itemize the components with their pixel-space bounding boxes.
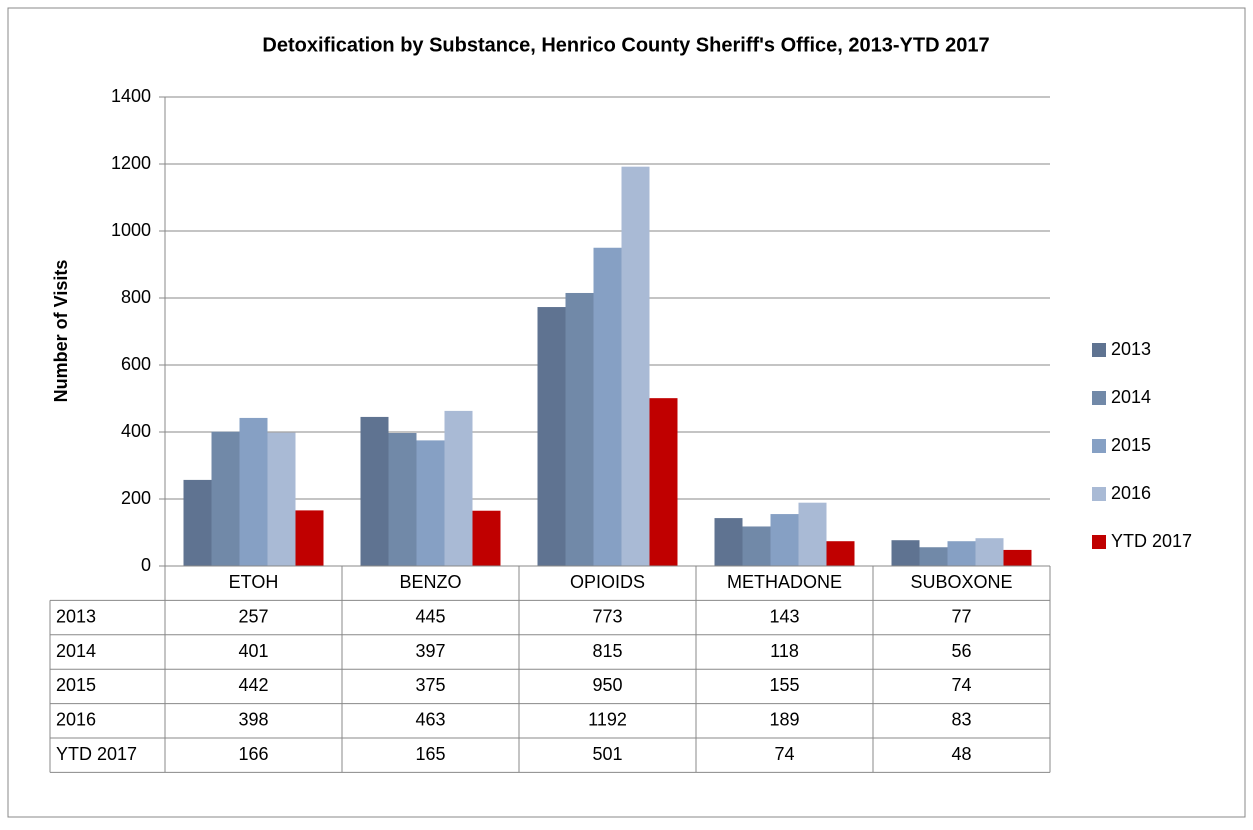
y-tick-label: 1000	[111, 220, 151, 240]
bar	[714, 518, 743, 566]
table-cell: 77	[951, 606, 971, 626]
legend-swatch	[1092, 343, 1106, 357]
table-cell: 398	[238, 710, 268, 730]
bar	[472, 510, 501, 566]
table-cell: 189	[769, 710, 799, 730]
table-cell: 501	[592, 744, 622, 764]
table-cell: 74	[774, 744, 794, 764]
bar	[183, 479, 212, 566]
bar	[211, 431, 240, 566]
bar	[826, 541, 855, 566]
legend-swatch	[1092, 535, 1106, 549]
y-tick-label: 200	[121, 488, 151, 508]
table-row-label: 2016	[56, 710, 96, 730]
y-tick-label: 600	[121, 354, 151, 374]
x-tick-label: OPIOIDS	[570, 572, 645, 592]
bar	[267, 432, 296, 566]
table-cell: 375	[415, 675, 445, 695]
bar	[798, 502, 827, 566]
table-row-label: 2014	[56, 641, 96, 661]
bar	[239, 417, 268, 566]
bar	[975, 538, 1004, 566]
table-cell: 1192	[588, 710, 627, 730]
x-tick-label: ETOH	[229, 572, 279, 592]
bar	[537, 307, 566, 566]
legend-label: YTD 2017	[1111, 531, 1192, 551]
table-row-label: 2013	[56, 606, 96, 626]
table-cell: 83	[951, 710, 971, 730]
x-tick-label: SUBOXONE	[910, 572, 1012, 592]
table-cell: 48	[951, 744, 971, 764]
bar	[742, 526, 771, 566]
bar	[360, 416, 389, 566]
y-tick-label: 400	[121, 421, 151, 441]
y-tick-label: 0	[141, 555, 151, 575]
legend-label: 2015	[1111, 435, 1151, 455]
table-cell: 401	[238, 641, 268, 661]
table-cell: 166	[238, 744, 268, 764]
x-tick-label: METHADONE	[727, 572, 842, 592]
bar	[444, 410, 473, 566]
bar	[565, 292, 594, 566]
table-cell: 815	[592, 641, 622, 661]
table-row-label: 2015	[56, 675, 96, 695]
bar	[947, 541, 976, 566]
table-cell: 56	[951, 641, 971, 661]
bar	[388, 433, 417, 566]
table-cell: 463	[415, 710, 445, 730]
legend-swatch	[1092, 487, 1106, 501]
legend-swatch	[1092, 439, 1106, 453]
x-tick-label: BENZO	[399, 572, 461, 592]
y-tick-label: 800	[121, 287, 151, 307]
table-cell: 773	[592, 606, 622, 626]
legend-label: 2014	[1111, 387, 1151, 407]
y-axis-title: Number of Visits	[51, 260, 71, 403]
legend-label: 2013	[1111, 339, 1151, 359]
bar	[649, 398, 678, 566]
table-cell: 155	[769, 675, 799, 695]
table-cell: 950	[592, 675, 622, 695]
bar	[621, 166, 650, 566]
y-tick-label: 1200	[111, 153, 151, 173]
bar	[416, 440, 445, 566]
bar	[770, 514, 799, 566]
bar	[891, 540, 920, 566]
table-cell: 74	[951, 675, 971, 695]
table-cell: 442	[238, 675, 268, 695]
table-cell: 445	[415, 606, 445, 626]
table-cell: 118	[770, 641, 799, 661]
y-tick-label: 1400	[111, 86, 151, 106]
bar	[1003, 549, 1032, 566]
table-cell: 397	[415, 641, 445, 661]
legend-swatch	[1092, 391, 1106, 405]
bar	[919, 547, 948, 566]
table-cell: 143	[769, 606, 799, 626]
table-row-label: YTD 2017	[56, 744, 137, 764]
bar	[593, 247, 622, 566]
legend-label: 2016	[1111, 483, 1151, 503]
table-cell: 165	[415, 744, 445, 764]
table-cell: 257	[238, 606, 268, 626]
bar	[295, 510, 324, 566]
chart-title: Detoxification by Substance, Henrico Cou…	[262, 34, 989, 56]
